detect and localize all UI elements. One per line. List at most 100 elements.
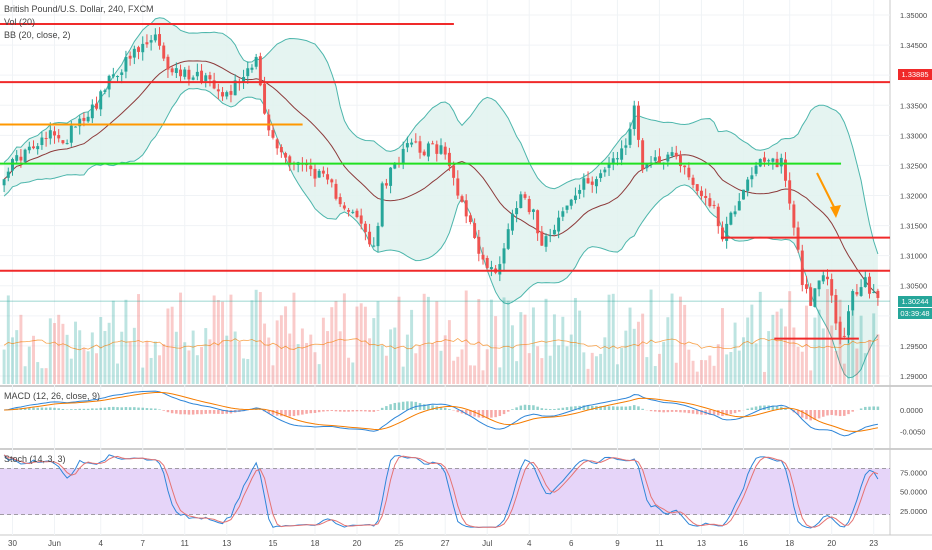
time-tick-label: 6: [569, 539, 574, 548]
candle-body: [876, 290, 880, 298]
candle-body: [326, 174, 330, 180]
candle-body: [90, 104, 94, 119]
macd-histogram-bar: [616, 406, 619, 410]
candle-body: [515, 208, 519, 215]
macd-histogram-bar: [158, 409, 161, 410]
candle-body: [821, 275, 825, 282]
volume-bar: [775, 311, 779, 384]
resistance-price-tag: 1.33885: [898, 69, 932, 80]
candle-body: [309, 165, 313, 170]
volume-bar: [834, 350, 838, 384]
volume-bar: [179, 292, 183, 384]
volume-bar: [763, 371, 766, 384]
candle-body: [99, 91, 103, 110]
candle-body: [468, 215, 472, 223]
volume-bar: [678, 296, 682, 384]
candle-body: [842, 335, 846, 337]
candle-body: [111, 74, 115, 77]
volume-bar: [813, 317, 817, 384]
macd-histogram-bar: [338, 410, 342, 412]
volume-legend: Vol (20): [4, 17, 36, 27]
macd-histogram-bar: [775, 406, 779, 410]
arrow-shaft: [816, 172, 837, 212]
volume-bar: [170, 306, 174, 384]
macd-histogram-bar: [57, 408, 60, 410]
macd-histogram-bar: [99, 407, 102, 410]
macd-histogram-bar: [662, 410, 665, 413]
volume-bar: [288, 333, 292, 384]
volume-bar: [158, 355, 162, 384]
volume-bar: [506, 300, 510, 384]
macd-histogram-bar: [49, 407, 52, 410]
macd-histogram-bar: [515, 407, 518, 410]
candle-body: [498, 264, 502, 275]
macd-histogram-bar: [292, 410, 296, 417]
candle-body: [183, 69, 187, 77]
volume-bar: [540, 358, 544, 384]
macd-histogram-bar: [695, 410, 699, 415]
volume-bar: [397, 296, 401, 384]
volume-bar: [426, 296, 430, 384]
volume-bar: [132, 327, 136, 384]
volume-bar: [674, 362, 678, 384]
macd-histogram-bar: [330, 410, 334, 411]
volume-bar: [796, 346, 800, 384]
candle-body: [380, 183, 384, 227]
candle-body: [82, 117, 86, 121]
macd-histogram-bar: [641, 408, 644, 410]
volume-bar: [729, 352, 733, 384]
candle-body: [355, 210, 359, 218]
volume-bar: [531, 307, 535, 384]
candle-body: [195, 71, 199, 77]
candle-body: [590, 181, 594, 185]
volume-bar: [767, 331, 771, 384]
candle-body: [586, 178, 590, 184]
candle-body: [27, 146, 31, 151]
candle-body: [838, 321, 842, 338]
candle-body: [11, 159, 14, 171]
candle-body: [162, 45, 166, 59]
candle-body: [653, 157, 657, 161]
candle-body: [716, 206, 720, 227]
candle-body: [174, 68, 178, 73]
volume-bar: [95, 353, 98, 384]
macd-histogram-bar: [326, 410, 329, 412]
candle-body: [418, 141, 422, 153]
volume-bar: [36, 362, 40, 384]
macd-histogram-bar: [485, 410, 489, 419]
volume-bars: [2, 289, 880, 384]
macd-histogram-bar: [565, 407, 569, 410]
bb-legend: BB (20, close, 2): [4, 30, 71, 40]
macd-histogram-bar: [864, 406, 867, 410]
stoch-band-fill: [0, 468, 890, 515]
macd-histogram-bar: [225, 410, 229, 414]
candle-body: [141, 43, 145, 53]
macd-histogram-bar: [124, 407, 128, 410]
volume-bar: [586, 368, 590, 384]
candle-body: [792, 204, 796, 228]
candle-body: [851, 291, 855, 311]
macd-histogram-bar: [851, 410, 854, 412]
volume-bar: [704, 360, 708, 384]
macd-histogram-bar: [801, 410, 804, 418]
candle-body: [342, 205, 346, 209]
price-tick-label: 1.31500: [900, 222, 927, 231]
macd-histogram-bar: [527, 405, 531, 410]
macd-histogram-bar: [347, 410, 350, 412]
candle-body: [69, 125, 73, 143]
macd-signal-line: [4, 391, 878, 432]
volume-bar: [498, 367, 502, 384]
volume-bar: [275, 320, 279, 384]
volume-bar: [666, 317, 670, 384]
time-tick-label: 11: [181, 539, 190, 548]
volume-bar: [565, 346, 569, 384]
candle-body: [817, 280, 821, 290]
stoch-legend: Stoch (14, 3, 3): [4, 454, 66, 464]
macd-histogram-bar: [859, 408, 863, 410]
time-tick-label: 13: [222, 539, 231, 548]
macd-histogram-bar: [700, 410, 703, 415]
volume-bar: [338, 331, 342, 384]
volume-bar: [279, 315, 283, 384]
candle-body: [863, 277, 867, 288]
